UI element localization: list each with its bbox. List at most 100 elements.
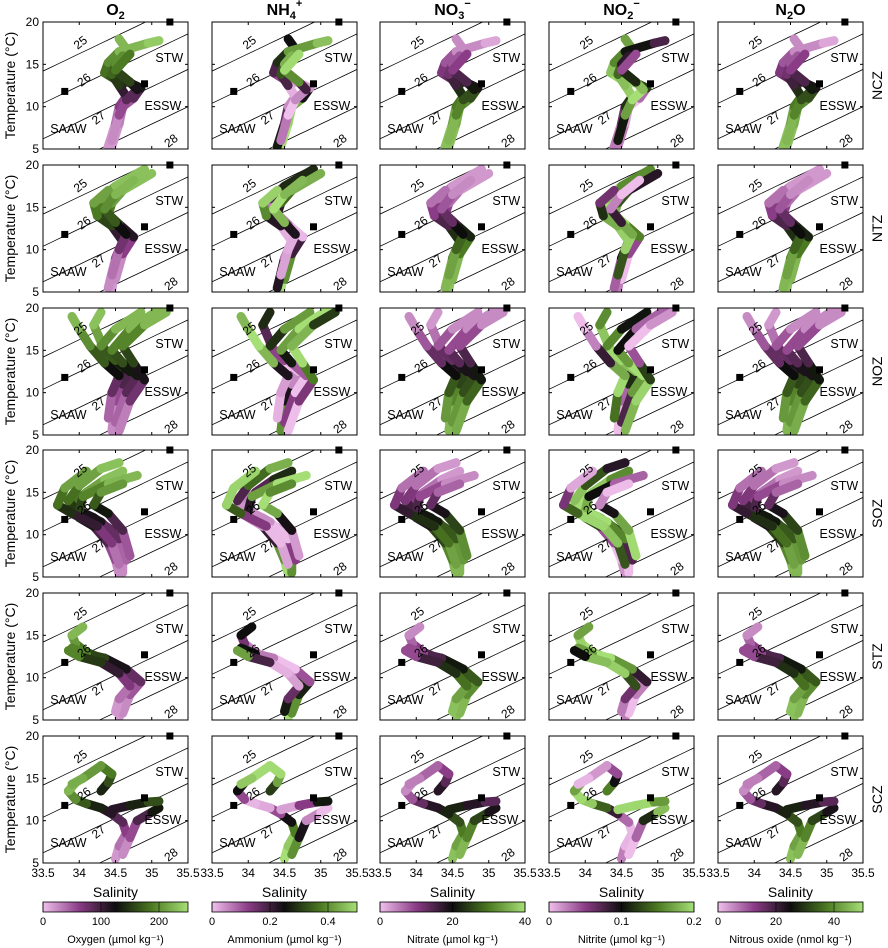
profile-segment [63,646,84,661]
water-mass-label: ESSW [482,670,519,684]
isopycnal-line [718,308,822,358]
water-mass-label: STW [661,765,689,779]
isopycnal-label: 25 [240,33,259,52]
profile-segment [111,308,146,334]
colorbar-gradient [42,901,189,913]
water-mass-label: ESSW [820,670,857,684]
isopycnal-label: 28 [498,274,517,293]
profile-segment [147,803,164,817]
isopycnal-label: 28 [161,274,180,293]
profile-segment [400,646,421,661]
x-tick-label: 35 [145,866,159,880]
water-mass-label: ESSW [651,385,688,399]
isopycnal-label: 27 [595,108,614,127]
x-tick-label: 35 [651,866,665,880]
isopycnal-label: 25 [408,33,427,52]
isopycnal-label: 27 [595,822,614,841]
profile-segment [793,320,824,351]
profile-segment [649,36,670,48]
water-mass-label: ESSW [145,670,182,684]
colorbar-label: Nitrite (µmol kg⁻¹) [578,934,665,946]
profile-segment [771,479,803,497]
profile-segment [118,320,149,351]
water-mass-label: SAAW [387,693,424,707]
water-mass-label: SAAW [50,836,87,850]
isopycnal-label: 28 [667,131,686,150]
profile-segment [815,308,846,330]
water-mass-point [647,80,654,88]
isopycnal-line [43,308,147,358]
water-mass-point [478,366,485,374]
profile-segment [100,466,128,485]
profile-segment [653,803,670,817]
colorbar-tick-label: 0 [377,916,383,928]
water-mass-label: STW [155,337,183,351]
isopycnal-line [549,165,653,215]
profile-segment [312,36,333,48]
colorbar-label: Nitrate (µmol kg⁻¹) [407,934,498,946]
water-mass-label: SAAW [556,550,593,564]
water-mass-label: STW [492,765,520,779]
x-tick-label: 34 [410,866,424,880]
profile-segment [125,308,164,334]
profile-segment [602,479,634,497]
profile-segment [462,308,501,334]
y-tick-label: 5 [32,285,39,299]
y-axis-label: Temperature (°C) [2,603,18,711]
profile-segment [448,175,476,200]
isopycnal-label: 25 [240,176,259,195]
profile-segment [236,509,271,531]
profile-segment [283,38,322,57]
water-mass-label: SAAW [725,408,762,422]
profile-segment [613,324,641,355]
colorbar: 0 0.1 0.2 Nitrite (µmol kg⁻¹) [546,901,702,946]
profile-segment [764,308,781,330]
isopycnal-label: 28 [498,417,517,436]
profile-segment [606,466,634,485]
x-tick-label: 34.5 [610,866,634,880]
isopycnal-line [380,736,484,786]
profile-segment [749,464,781,491]
water-mass-point [141,366,148,374]
x-axis-label: Salinity [93,884,138,900]
water-mass-label: ESSW [482,527,519,541]
profile-segment [620,38,659,57]
water-mass-point [567,801,575,809]
x-tick-label: 34 [242,866,256,880]
colorbar-label: Ammonium (µmol kg⁻¹) [227,934,341,946]
profile-segment [89,185,113,208]
profile-segment [822,803,839,817]
y-tick-label: 10 [26,528,40,542]
water-mass-label: STW [324,622,352,636]
colorbar-tick-label: 40 [828,916,840,928]
y-tick-label: 20 [26,158,40,172]
y-tick-label: 20 [26,15,40,29]
water-mass-label: ESSW [651,813,688,827]
colorbar-tick-label: 0 [546,916,552,928]
profile-segment [786,49,810,75]
water-mass-label: STW [492,337,520,351]
y-tick-label: 20 [26,729,40,743]
x-tick-label: 35.5 [345,866,369,880]
profile-segment [111,175,139,200]
x-tick-label: 35.5 [682,866,706,880]
profile-segment [312,796,333,807]
column-header: NO2− [603,0,640,22]
x-tick-label: 34.5 [104,866,128,880]
profile-segment [258,185,282,208]
y-axis-labels: Temperature (°C) Temperature (°C) Temperat… [2,32,18,854]
isopycnal-label: 27 [258,251,277,270]
x-tick-label: 33.5 [537,866,561,880]
profile-segment [280,308,315,334]
profile-segment [624,320,655,351]
water-mass-label: SAAW [556,693,593,707]
y-tick-label: 5 [32,856,39,870]
profile-segment [753,479,788,502]
isopycnal-line [549,593,653,643]
isopycnal-label: 25 [240,747,259,766]
profile-segment [397,466,428,493]
